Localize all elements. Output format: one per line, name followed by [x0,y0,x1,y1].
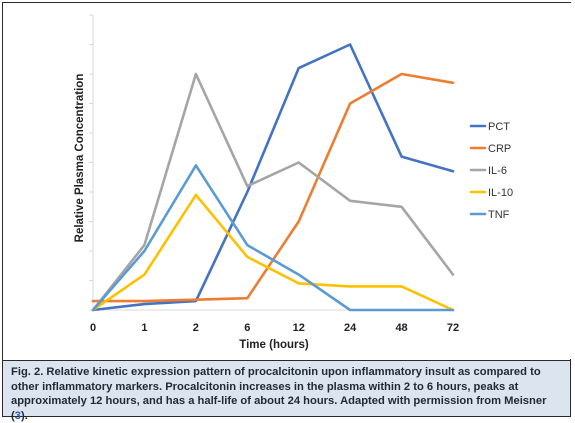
x-tick-label: 1 [141,322,147,334]
x-tick-label: 24 [344,322,357,334]
legend-label: IL-10 [488,187,513,199]
y-axis [89,14,94,311]
figure-caption: Fig. 2. Relative kinetic expression patt… [3,360,570,422]
caption-reference-link[interactable]: 3 [14,409,21,422]
legend-label: PCT [488,121,510,133]
series-line-crp [91,72,455,303]
x-tick-label: 72 [447,322,459,334]
x-tick-label: 6 [244,322,250,334]
series-line-tnf [91,164,455,312]
series-line-il-10 [91,193,455,312]
x-tick-label: 12 [293,322,305,334]
chart-area: 0 1 2 6 12 24 48 72 PCT CRP IL-6 IL-10 TNF Relative… [3,3,572,359]
x-axis: 0 1 2 6 12 24 48 72 [90,309,459,334]
caption-text: Relative kinetic expression pattern of p… [11,366,547,422]
x-axis-title: Time (hours) [239,339,309,351]
legend: PCT CRP IL-6 IL-10 TNF [469,121,513,221]
x-tick-label: 2 [193,322,199,334]
series-line-il-6 [91,72,455,312]
series-layer [91,43,455,312]
legend-label: TNF [488,209,510,221]
x-tick-label: 0 [90,322,96,334]
caption-tail: ). [20,409,28,422]
y-axis-title: Relative Plasma Concentration [74,74,86,243]
legend-label: IL-6 [488,165,507,177]
caption-label: Fig. 2. [11,366,44,378]
legend-label: CRP [488,143,511,155]
series-line-pct [91,43,455,312]
x-tick-label: 48 [395,322,407,334]
